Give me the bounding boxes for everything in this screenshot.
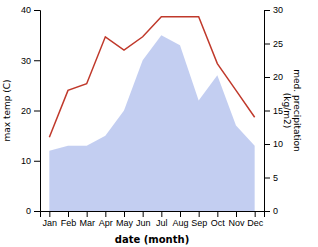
tick: Jul: [156, 211, 168, 228]
tick: Nov: [228, 211, 245, 228]
y-axis: 0 10 20 30 40: [21, 5, 41, 216]
tick: Oct: [211, 211, 226, 228]
tick: 10: [21, 156, 40, 166]
y2-axis-title: med. precipitation(kg/m2): [282, 69, 302, 151]
tick-label: Oct: [211, 218, 226, 228]
tick-mark: [161, 211, 162, 217]
tick-label: 0: [26, 206, 31, 216]
tick-mark: [217, 211, 218, 217]
tick-mark: [124, 211, 125, 217]
tick: 15: [264, 106, 283, 116]
tick: Jun: [136, 211, 151, 228]
tick-label: 5: [273, 173, 278, 183]
tick-label: Jan: [43, 218, 58, 228]
tick: Feb: [61, 211, 77, 228]
tick-mark: [264, 111, 270, 112]
tick-label: May: [116, 218, 134, 228]
tick: 0: [26, 206, 40, 216]
tick-label: Nov: [228, 218, 245, 228]
tick-mark: [199, 211, 200, 217]
tick: Dec: [247, 211, 264, 228]
tick-label: 10: [273, 139, 283, 149]
tick-label: 15: [273, 106, 283, 116]
axis-line: [41, 212, 265, 218]
y-axis-title: max temp (C): [2, 79, 12, 141]
tick-label: Dec: [247, 218, 264, 228]
tick: 40: [21, 5, 40, 15]
tick-label: 20: [273, 72, 283, 82]
tick: Aug: [172, 211, 188, 228]
tick-mark: [143, 211, 144, 217]
tick: 20: [21, 106, 40, 116]
tick-label: 20: [21, 106, 31, 116]
tick: 0: [264, 206, 278, 216]
axis-line: [34, 11, 41, 212]
tick: 10: [264, 139, 283, 149]
tick: 25: [264, 39, 283, 49]
tick: 20: [264, 72, 283, 82]
tick-label: 25: [273, 39, 283, 49]
line: [49, 17, 254, 138]
tick-label: Apr: [99, 218, 113, 228]
y2-axis: 0 5 10 15 20 25 30: [264, 5, 283, 216]
tick-mark: [34, 211, 40, 212]
tick: May: [116, 211, 134, 228]
tick-label: 30: [273, 5, 283, 15]
x-axis: JanFebMar AprMayJun Jul AugSep OctNovDec: [41, 211, 265, 228]
tick-mark: [34, 10, 40, 11]
tick-mark: [264, 44, 270, 45]
tick: Mar: [79, 211, 95, 228]
tick-mark: [264, 10, 270, 11]
area: [49, 35, 254, 211]
tick-label: Jul: [156, 218, 168, 228]
tick-mark: [49, 211, 50, 217]
y2-axis-title-line: med. precipitation: [292, 69, 302, 151]
tick-label: 10: [21, 156, 31, 166]
tick: 30: [21, 56, 40, 66]
tick-mark: [255, 211, 256, 217]
tick-label: 0: [273, 206, 278, 216]
tick-mark: [34, 111, 40, 112]
tick-mark: [264, 178, 270, 179]
y2-axis-title-line: (kg/m2): [282, 93, 292, 128]
tick-label: 30: [21, 56, 31, 66]
tick-mark: [34, 60, 40, 61]
marks: [49, 17, 254, 211]
x-axis-title: date (month): [115, 234, 189, 245]
tick-mark: [236, 211, 237, 217]
tick-mark: [264, 211, 270, 212]
tick-mark: [105, 211, 106, 217]
tick-mark: [180, 211, 181, 217]
tick: Apr: [99, 211, 113, 228]
tick: Jan: [43, 211, 58, 228]
tick-mark: [264, 77, 270, 78]
tick-label: Aug: [172, 218, 188, 228]
tick-label: 40: [21, 5, 31, 15]
tick: 30: [264, 5, 283, 15]
tick: 5: [264, 173, 278, 183]
tick-mark: [87, 211, 88, 217]
chart-container: JanFebMar AprMayJun Jul AugSep OctNovDec 0 10 2…: [0, 0, 318, 247]
plot: JanFebMar AprMayJun Jul AugSep OctNovDec 0 10 2…: [2, 5, 302, 245]
tick-mark: [34, 161, 40, 162]
axis-line: [265, 11, 271, 212]
chart: JanFebMar AprMayJun Jul AugSep OctNovDec 0 10 2…: [0, 0, 318, 247]
tick-label: Feb: [61, 218, 77, 228]
tick-mark: [68, 211, 69, 217]
tick-label: Sep: [191, 218, 207, 228]
tick-mark: [264, 144, 270, 145]
tick-label: Mar: [79, 218, 95, 228]
tick: Sep: [191, 211, 207, 228]
tick-label: Jun: [136, 218, 151, 228]
